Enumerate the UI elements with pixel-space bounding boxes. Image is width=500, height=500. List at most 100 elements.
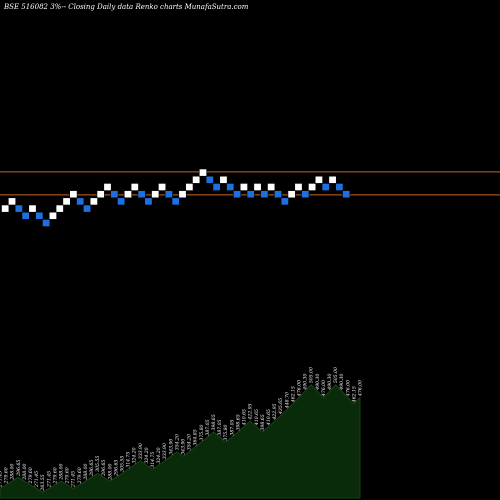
price-label: 448.70	[284, 392, 290, 409]
renko-brick-down	[117, 197, 126, 206]
price-label: 279.60	[4, 467, 10, 484]
price-label: 279.60	[65, 467, 71, 484]
price-label: 422.95	[272, 403, 278, 420]
renko-brick-up	[239, 183, 248, 191]
price-label: 476.00	[345, 380, 351, 397]
price-label: 354.20	[174, 434, 180, 450]
price-label: 314.75	[126, 452, 132, 468]
renko-brick-down	[110, 190, 119, 199]
renko-brick-up	[287, 190, 296, 199]
price-label: 296.65	[89, 460, 95, 477]
price-label: 422.95	[248, 403, 254, 420]
price-label: 505.00	[309, 367, 315, 383]
price-label: 387.05	[229, 419, 235, 435]
renko-brick-up	[267, 183, 276, 191]
renko-brick-down	[35, 211, 44, 220]
price-label: 462.15	[351, 386, 357, 403]
price-label: 505.00	[333, 367, 339, 383]
renko-brick-up	[89, 197, 98, 206]
renko-brick-down	[212, 183, 221, 191]
price-label: 410.65	[254, 409, 260, 426]
renko-brick-up	[28, 204, 37, 213]
price-label: 305.55	[95, 456, 101, 472]
price-label: 271.45	[34, 471, 40, 488]
price-labels: 271.45 279.60 288.00 296.65 288.00 279.60 271.…	[0, 367, 364, 491]
renko-brick-up	[294, 183, 303, 191]
renko-brick-down	[280, 197, 289, 206]
renko-brick-up	[130, 183, 139, 191]
renko-brick-up	[123, 190, 132, 199]
price-label: 288.00	[10, 463, 16, 480]
renko-brick-down	[14, 204, 23, 213]
renko-brick-down	[342, 190, 351, 199]
price-label: 271.45	[71, 471, 77, 488]
price-label: 333.90	[138, 443, 144, 459]
price-label: 398.65	[235, 414, 241, 430]
price-label: 271.45	[0, 471, 4, 488]
price-label: 305.55	[120, 456, 126, 472]
renko-brick-down	[83, 204, 92, 213]
renko-brick-down	[226, 183, 235, 191]
price-label: 476.00	[296, 380, 302, 397]
renko-brick-down	[144, 197, 153, 206]
renko-brick-down	[273, 190, 282, 199]
price-label: 490.30	[315, 374, 321, 391]
renko-brick-down	[21, 211, 30, 220]
price-label: 375.80	[199, 424, 205, 440]
price-label: 296.65	[113, 460, 119, 477]
price-label: 324.20	[132, 447, 138, 463]
renko-brick-down	[205, 175, 214, 184]
price-label: 288.00	[107, 463, 113, 480]
price-label: 271.45	[46, 471, 52, 488]
price-label: 398.65	[260, 414, 266, 430]
renko-brick-up	[178, 190, 187, 199]
price-label: 263.55	[40, 474, 46, 491]
price-label: 410.65	[242, 409, 248, 426]
price-label: 387.05	[217, 419, 223, 435]
price-label: 324.20	[156, 447, 162, 463]
renko-bricks	[1, 168, 351, 227]
price-label: 279.60	[28, 467, 34, 484]
price-label: 354.20	[187, 434, 193, 450]
price-label: 279.60	[77, 467, 83, 484]
price-label: 435.65	[278, 398, 284, 415]
renko-brick-up	[96, 190, 105, 199]
renko-brick-down	[301, 190, 310, 199]
price-label: 314.75	[150, 452, 156, 468]
renko-brick-up	[185, 183, 194, 191]
price-label: 490.30	[339, 374, 345, 391]
renko-brick-down	[260, 190, 269, 199]
renko-brick-up	[48, 211, 57, 220]
renko-brick-up	[1, 204, 10, 213]
price-label: 324.20	[144, 447, 150, 463]
price-label: 387.05	[205, 419, 211, 435]
renko-brick-up	[103, 183, 112, 191]
renko-brick-up	[151, 190, 160, 199]
renko-brick-down	[321, 183, 330, 191]
chart-title: BSE 516082 3%-- Closing Daily data Renko…	[3, 3, 249, 11]
renko-brick-down	[171, 197, 180, 206]
renko-brick-up	[253, 183, 262, 191]
renko-brick-up	[219, 175, 228, 184]
price-label: 333.90	[162, 443, 168, 459]
price-area	[0, 384, 361, 499]
renko-brick-down	[164, 190, 173, 199]
price-label: 375.80	[223, 424, 229, 440]
price-label: 410.65	[266, 409, 272, 426]
renko-brick-up	[62, 197, 71, 206]
renko-brick-down	[233, 190, 242, 199]
price-label: 364.85	[193, 429, 199, 445]
price-label: 476.00	[358, 380, 364, 397]
renko-brick-up	[328, 175, 337, 184]
renko-brick-down	[42, 219, 51, 227]
renko-brick-down	[76, 197, 85, 206]
price-label: 462.15	[290, 386, 296, 403]
price-label: 296.65	[101, 460, 107, 477]
renko-brick-up	[55, 204, 64, 213]
price-label: 279.60	[52, 467, 58, 484]
renko-brick-up	[314, 175, 323, 184]
price-label: 288.00	[83, 463, 89, 480]
